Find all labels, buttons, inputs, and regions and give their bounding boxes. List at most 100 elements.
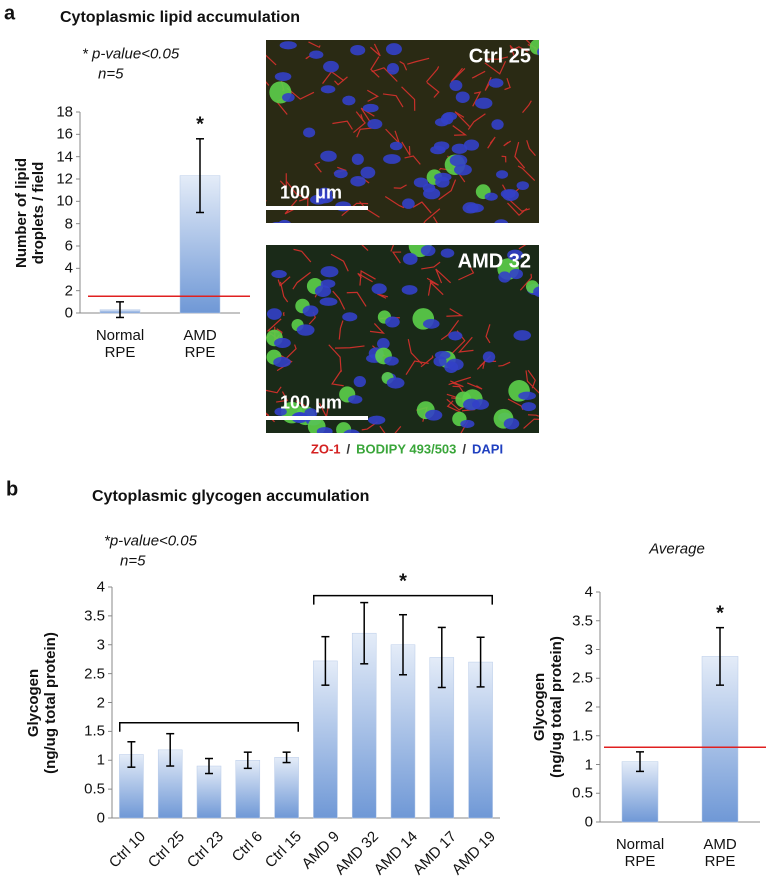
- cell-border: [361, 245, 369, 252]
- nucleus: [533, 286, 539, 297]
- y-tick-label: 8: [64, 215, 73, 233]
- cell-border: [346, 291, 367, 307]
- nucleus: [453, 164, 472, 176]
- nucleus: [385, 316, 400, 328]
- panel-label: a: [4, 2, 16, 25]
- nucleus: [386, 377, 405, 389]
- nucleus: [320, 85, 336, 94]
- cell-border: [458, 263, 475, 281]
- nucleus: [537, 48, 539, 56]
- nucleus: [367, 118, 383, 130]
- y-tick-label: 2: [64, 282, 73, 300]
- cell-border: [341, 202, 369, 217]
- nucleus: [371, 283, 387, 295]
- cell-border: [401, 141, 411, 156]
- nucleus: [360, 166, 376, 179]
- significance-star: *: [716, 602, 724, 625]
- y-tick-label: 2: [96, 693, 105, 711]
- nucleus: [279, 41, 297, 50]
- stain-legend: ZO-1 / BODIPY 493/503 / DAPI: [311, 442, 503, 457]
- cell-border: [452, 385, 465, 394]
- cell-border: [330, 253, 349, 272]
- nucleus: [474, 97, 493, 109]
- cell-border: [426, 66, 440, 83]
- nucleus: [274, 72, 292, 82]
- cell-border: [432, 216, 438, 223]
- cell-border: [399, 60, 408, 71]
- y-axis-label: Glycogen (ng/ug total protein): [530, 636, 565, 778]
- nucleus: [521, 402, 536, 412]
- nucleus: [385, 43, 402, 56]
- legend-entry: DAPI: [472, 441, 504, 457]
- nucleus: [498, 271, 511, 283]
- cell-border: [369, 323, 386, 334]
- cell-border: [426, 277, 439, 286]
- nucleus: [430, 145, 446, 155]
- y-tick-label: 12: [56, 170, 73, 188]
- y-tick-label: 0.5: [572, 784, 593, 802]
- cell-border: [484, 60, 507, 75]
- legend-separator: /: [462, 441, 467, 457]
- cell-border: [426, 81, 440, 98]
- y-tick-label: 3.5: [84, 607, 105, 625]
- cell-border: [512, 46, 528, 53]
- nucleus: [386, 62, 400, 75]
- cell-border: [367, 89, 380, 102]
- cell-border: [286, 87, 315, 100]
- y-tick-label: 0.5: [84, 780, 105, 798]
- cell-border: [448, 376, 472, 386]
- nucleus: [518, 391, 536, 401]
- nucleus: [491, 119, 504, 130]
- cell-border: [279, 173, 287, 189]
- cell-border: [332, 290, 346, 310]
- cell-border: [517, 165, 536, 181]
- nucleus: [316, 426, 333, 433]
- nucleus: [274, 337, 291, 349]
- nucleus: [309, 50, 324, 59]
- micrograph: [266, 40, 539, 223]
- bar: [468, 661, 493, 819]
- micrograph-background: [266, 245, 539, 433]
- panel-label: b: [6, 478, 19, 501]
- nucleus: [278, 219, 291, 223]
- nucleus: [460, 419, 475, 429]
- panel-title: Cytoplasmic lipid accumulation: [60, 8, 301, 26]
- y-tick-label: 16: [56, 125, 73, 143]
- nucleus: [494, 219, 509, 223]
- nucleus: [343, 429, 360, 433]
- cell-border: [458, 336, 474, 353]
- nucleus: [350, 44, 366, 56]
- x-tick-label: AMD RPE: [183, 327, 217, 362]
- nucleus: [320, 150, 337, 162]
- cell-border: [371, 67, 398, 82]
- cell-border: [472, 91, 482, 107]
- cell-border: [501, 155, 507, 163]
- cell-border: [266, 200, 267, 209]
- nucleus: [274, 407, 287, 416]
- image-label: AMD 32: [457, 250, 531, 273]
- nucleus: [488, 78, 504, 88]
- nucleus: [383, 154, 401, 164]
- cell-border: [282, 311, 285, 317]
- nucleus: [315, 193, 334, 204]
- nucleus: [273, 356, 291, 368]
- cell-border: [360, 107, 375, 123]
- nucleus: [272, 221, 283, 223]
- nucleus: [362, 103, 379, 113]
- cell-border: [487, 136, 496, 149]
- nucleus: [513, 330, 532, 341]
- y-tick-label: 4: [64, 259, 73, 277]
- cell-border: [527, 414, 539, 417]
- nucleus: [502, 189, 519, 201]
- cell-border: [338, 320, 344, 340]
- nucleus: [484, 192, 498, 201]
- cell-border: [277, 276, 291, 287]
- cell-border: [279, 281, 289, 303]
- cell-border: [435, 268, 452, 284]
- nucleus: [451, 143, 468, 154]
- cell-border: [295, 400, 308, 408]
- y-tick-label: 3: [96, 636, 105, 654]
- nucleus: [422, 319, 440, 329]
- y-tick-label: 0: [64, 304, 73, 322]
